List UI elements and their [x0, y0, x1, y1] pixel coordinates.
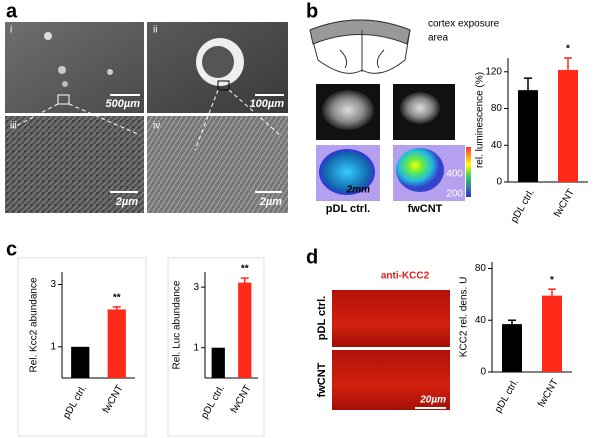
- panel-letter: a: [6, 0, 18, 22]
- y-tick-label: 80: [475, 263, 487, 274]
- significance: **: [113, 293, 121, 304]
- scale-bar-label: 2µm: [259, 196, 282, 208]
- y-tick-label: 40: [475, 315, 487, 326]
- image-label: iv: [153, 121, 160, 132]
- schematic-label: cortex exposure: [428, 19, 500, 30]
- bar: [238, 282, 252, 378]
- stain-image: [332, 350, 450, 410]
- y-tick-label: 1: [193, 342, 199, 353]
- panel-letter: d: [306, 246, 318, 268]
- y-tick-label: 0: [496, 177, 502, 188]
- scale-bar-label: 500µm: [106, 98, 141, 110]
- image-label: pDL ctrl.: [316, 296, 328, 340]
- y-tick-label: 1: [50, 341, 56, 352]
- x-tick-label: fwCNT: [536, 377, 561, 409]
- bar: [542, 295, 562, 372]
- bar: [211, 347, 225, 378]
- y-axis-label: KCC2 rel. dens. U: [459, 277, 470, 358]
- y-axis-label: Rel. Luc abundance: [172, 280, 183, 369]
- chart-frame: [17, 257, 147, 437]
- y-tick-label: 0: [480, 367, 486, 378]
- bar: [558, 69, 578, 182]
- sem-image: [5, 116, 144, 213]
- bar: [107, 309, 126, 378]
- panel-letter: c: [6, 238, 17, 260]
- scale-bar-label: 100µm: [250, 98, 285, 110]
- x-tick-label: pDL ctrl.: [509, 187, 537, 224]
- scale-bar-label: 2µm: [115, 196, 138, 208]
- image-label: pDL ctrl.: [326, 203, 370, 215]
- y-tick-label: 40: [491, 140, 503, 151]
- x-tick-label: fwCNT: [101, 383, 126, 415]
- panel-letter: b: [306, 0, 318, 22]
- image-label: fwCNT: [408, 203, 443, 215]
- significance: **: [241, 264, 249, 275]
- colorbar-label: 400: [446, 169, 463, 180]
- x-tick-label: fwCNT: [552, 187, 577, 219]
- bar: [502, 324, 522, 372]
- y-tick-label: 120: [485, 66, 502, 77]
- y-axis-label: Rel. Kcc2 abundance: [29, 277, 40, 373]
- bar: [518, 90, 538, 182]
- significance: *: [566, 44, 570, 55]
- sem-image: [5, 22, 144, 113]
- stain-image: [332, 290, 450, 347]
- x-tick-label: pDL ctrl.: [493, 377, 521, 414]
- scale-bar-label: 20µm: [419, 395, 446, 406]
- y-tick-label: 3: [50, 279, 56, 290]
- significance: *: [550, 275, 554, 286]
- bar: [71, 346, 90, 378]
- chart-frame: [167, 257, 265, 437]
- schematic-label: area: [428, 33, 448, 44]
- x-tick-label: pDL ctrl.: [61, 383, 89, 420]
- y-tick-label: 3: [193, 282, 199, 293]
- image-label: ii: [153, 25, 157, 36]
- y-axis-label: rel. luminescence (%): [475, 72, 486, 168]
- scale-bar-label: 2mm: [346, 185, 370, 196]
- y-tick-label: 80: [491, 103, 503, 114]
- image-label: fwCNT: [316, 362, 328, 397]
- stain-label: anti-KCC2: [381, 271, 430, 282]
- colorbar-label: 200: [446, 189, 463, 200]
- image-label: i: [10, 25, 12, 36]
- x-tick-label: pDL ctrl.: [199, 383, 227, 420]
- x-tick-label: fwCNT: [229, 383, 254, 415]
- image-label: iii: [10, 121, 17, 132]
- sem-image: [147, 116, 288, 213]
